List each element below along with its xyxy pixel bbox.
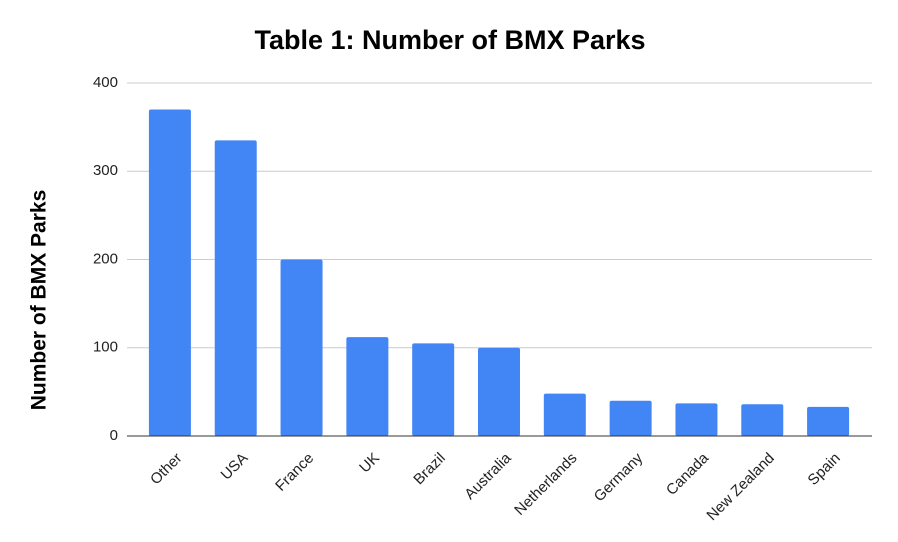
bar [675,403,718,436]
bar [543,393,586,436]
bar [346,337,389,436]
bar [478,347,520,436]
bar [741,404,784,436]
y-axis-label: Number of BMX Parks [28,190,51,411]
y-tick-label: 300 [93,162,118,179]
bar [280,259,323,436]
y-tick-label: 0 [110,427,118,444]
bar [214,140,257,437]
bar [609,400,652,436]
y-tick-label: 400 [93,74,118,91]
chart-title: Table 1: Number of BMX Parks [254,25,645,55]
y-tick-label: 200 [93,250,118,267]
bar [148,109,191,436]
bar [412,343,455,436]
y-tick-label: 100 [93,339,118,356]
bar [807,406,850,436]
